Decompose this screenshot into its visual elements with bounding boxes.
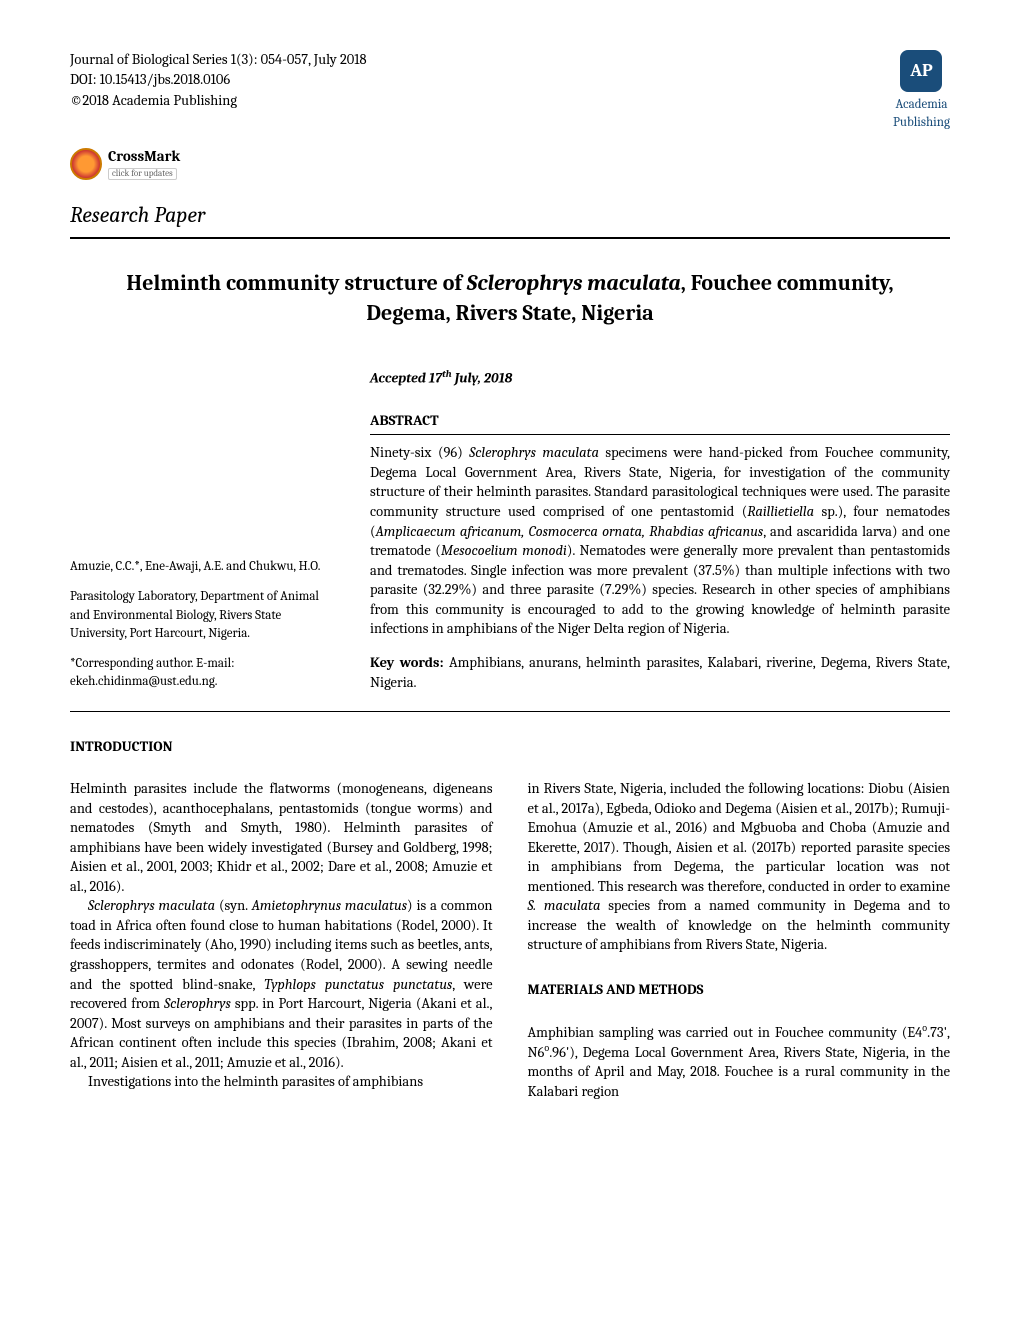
abstract-species: Amplicaecum africanum, Cosmocerca ornata…	[376, 523, 764, 540]
abstract-text: Ninety-six (96) Sclerophrys maculata spe…	[370, 443, 950, 639]
abstract-heading: ABSTRACT	[370, 411, 950, 431]
keywords-text: Amphibians, anurans, helminth parasites,…	[370, 654, 950, 691]
abstract-column: Accepted 17th July, 2018 ABSTRACT Ninety…	[370, 368, 950, 703]
publisher-name-line2: Publishing	[893, 114, 950, 132]
accepted-prefix: Accepted 17	[370, 370, 442, 387]
intro-para-3b: in Rivers State, Nigeria, included the f…	[528, 779, 951, 955]
intro-species: Amietophrynus maculatus	[252, 897, 407, 914]
intro-species: S. maculata	[528, 897, 601, 914]
title-species: Sclerophrys maculata	[467, 270, 681, 296]
paper-type: Research Paper	[70, 201, 950, 231]
abstract-rule	[370, 434, 950, 435]
title-divider	[70, 237, 950, 239]
intro-para-1: Helminth parasites include the flatworms…	[70, 779, 493, 896]
corresponding-author: *Corresponding author. E-mail: ekeh.chid…	[70, 655, 340, 691]
publisher-logo-icon: AP	[900, 50, 942, 92]
header: Journal of Biological Series 1(3): 054-0…	[70, 50, 950, 131]
intro-species: Typhlops punctatus punctatus	[264, 976, 452, 993]
journal-citation: Journal of Biological Series 1(3): 054-0…	[70, 50, 367, 70]
journal-info: Journal of Biological Series 1(3): 054-0…	[70, 50, 367, 111]
accepted-date: Accepted 17th July, 2018	[370, 368, 950, 389]
intro-para-2: Sclerophrys maculata (syn. Amietophrynus…	[70, 896, 493, 1072]
meta-abstract-block: Amuzie, C.C.*, Ene-Awaji, A.E. and Chukw…	[70, 368, 950, 712]
intro-para-3a: Investigations into the helminth parasit…	[70, 1072, 493, 1092]
methods-heading: MATERIALS AND METHODS	[528, 980, 951, 1000]
intro-frag: in Rivers State, Nigeria, included the f…	[528, 780, 951, 895]
methods-frag: Amphibian sampling was carried out in Fo…	[528, 1023, 923, 1040]
accepted-sup: th	[442, 368, 451, 380]
publisher-logo: AP Academia Publishing	[893, 50, 950, 131]
intro-frag: (syn.	[215, 897, 252, 914]
crossmark-subtitle: click for updates	[108, 168, 177, 180]
copyright-line: ©2018 Academia Publishing	[70, 91, 367, 111]
crossmark-text: CrossMark click for updates	[108, 146, 180, 181]
methods-para-1: Amphibian sampling was carried out in Fo…	[528, 1022, 951, 1102]
intro-species: Sclerophrys	[164, 995, 231, 1012]
title-prefix: Helminth community structure of	[126, 270, 466, 296]
keywords: Key words: Amphibians, anurans, helminth…	[370, 653, 950, 692]
introduction-heading: INTRODUCTION	[70, 737, 950, 757]
abstract-frag: Ninety-six (96)	[370, 444, 469, 461]
body-columns: Helminth parasites include the flatworms…	[70, 779, 950, 1102]
accepted-suffix: July, 2018	[452, 370, 513, 387]
keywords-label: Key words:	[370, 654, 449, 671]
doi-line: DOI: 10.15413/jbs.2018.0106	[70, 70, 367, 90]
authors-column: Amuzie, C.C.*, Ene-Awaji, A.E. and Chukw…	[70, 368, 340, 703]
author-names: Amuzie, C.C.*, Ene-Awaji, A.E. and Chukw…	[70, 558, 340, 576]
abstract-species: Sclerophrys maculata	[469, 444, 599, 461]
crossmark-icon	[70, 148, 102, 180]
crossmark-badge[interactable]: CrossMark click for updates	[70, 146, 950, 181]
author-affiliation: Parasitology Laboratory, Department of A…	[70, 588, 340, 643]
abstract-species: Mesocoelium monodi	[441, 542, 567, 559]
crossmark-title: CrossMark	[108, 146, 180, 166]
abstract-species: Raillietiella	[747, 503, 814, 520]
article-title: Helminth community structure of Scleroph…	[70, 269, 950, 328]
intro-species: Sclerophrys maculata	[88, 897, 215, 914]
publisher-name-line1: Academia	[893, 96, 950, 114]
methods-frag: .96'), Degema Local Government Area, Riv…	[528, 1044, 951, 1100]
